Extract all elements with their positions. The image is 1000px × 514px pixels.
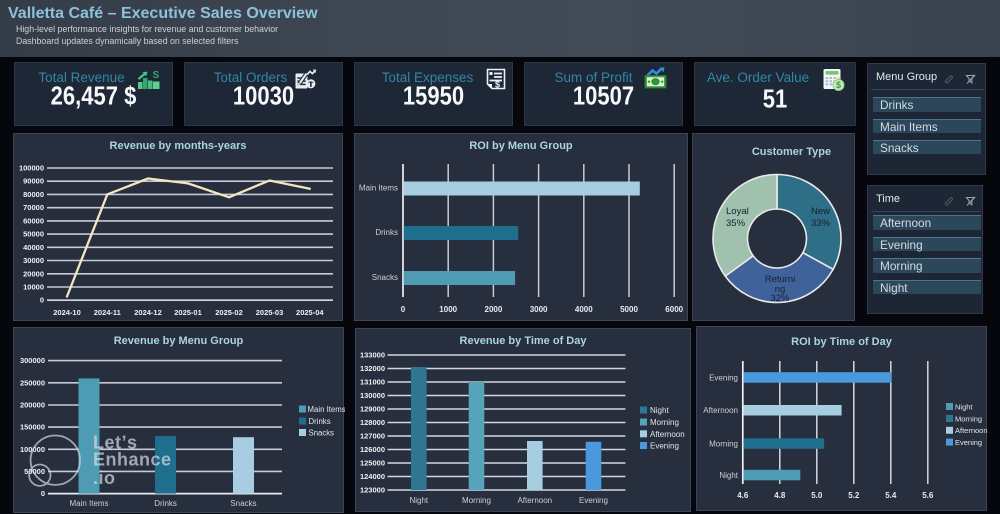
svg-text:2024-10: 2024-10 bbox=[53, 308, 81, 317]
svg-text:129000: 129000 bbox=[360, 405, 385, 414]
svg-text:2025-02: 2025-02 bbox=[215, 308, 243, 317]
svg-text:Snacks: Snacks bbox=[309, 429, 335, 438]
svg-text:131000: 131000 bbox=[360, 378, 385, 387]
svg-text:80000: 80000 bbox=[23, 190, 44, 199]
svg-text:50000: 50000 bbox=[23, 230, 44, 239]
svg-text:50000: 50000 bbox=[24, 467, 45, 476]
svg-text:35%: 35% bbox=[726, 218, 746, 229]
svg-text:4000: 4000 bbox=[575, 305, 593, 314]
svg-text:Drinks: Drinks bbox=[154, 499, 177, 508]
svg-text:250000: 250000 bbox=[20, 378, 45, 387]
svg-text:132000: 132000 bbox=[360, 364, 385, 373]
svg-text:Morning: Morning bbox=[650, 418, 679, 427]
svg-text:90000: 90000 bbox=[23, 177, 44, 186]
svg-text:Drinks: Drinks bbox=[309, 417, 331, 426]
svg-text:5000: 5000 bbox=[620, 305, 638, 314]
svg-text:Snacks: Snacks bbox=[372, 273, 398, 282]
svg-text:32%: 32% bbox=[770, 293, 790, 304]
svg-text:200000: 200000 bbox=[20, 401, 45, 410]
svg-text:Afternoon: Afternoon bbox=[650, 430, 685, 439]
svg-text:33%: 33% bbox=[811, 218, 831, 229]
svg-text:150000: 150000 bbox=[20, 423, 45, 432]
svg-text:5.6: 5.6 bbox=[922, 491, 934, 500]
svg-text:Evening: Evening bbox=[579, 496, 608, 505]
svg-text:70000: 70000 bbox=[23, 203, 44, 212]
svg-text:Drinks: Drinks bbox=[375, 228, 398, 237]
svg-text:Evening: Evening bbox=[650, 442, 679, 451]
svg-text:$: $ bbox=[836, 80, 841, 90]
svg-text:10000: 10000 bbox=[23, 283, 44, 292]
svg-text:Returni: Returni bbox=[765, 274, 796, 285]
svg-text:Evening: Evening bbox=[955, 438, 982, 447]
svg-text:20000: 20000 bbox=[23, 269, 44, 278]
svg-text:5.4: 5.4 bbox=[885, 491, 897, 500]
svg-text:2025-01: 2025-01 bbox=[174, 308, 202, 317]
svg-text:127000: 127000 bbox=[360, 432, 385, 441]
svg-text:Afternoon: Afternoon bbox=[703, 406, 738, 415]
svg-text:100000: 100000 bbox=[19, 164, 44, 173]
svg-text:2024-11: 2024-11 bbox=[94, 308, 121, 317]
svg-text:Main Items: Main Items bbox=[308, 405, 346, 414]
svg-text:Evening: Evening bbox=[709, 373, 738, 382]
svg-text:124000: 124000 bbox=[360, 472, 385, 481]
svg-text:Main Items: Main Items bbox=[359, 184, 398, 193]
svg-text:2024-12: 2024-12 bbox=[134, 308, 162, 317]
svg-text:Night: Night bbox=[409, 496, 428, 505]
svg-text:2025-03: 2025-03 bbox=[256, 308, 284, 317]
svg-text:5.0: 5.0 bbox=[811, 491, 823, 500]
svg-text:6000: 6000 bbox=[665, 305, 683, 314]
svg-text:Afternoon: Afternoon bbox=[955, 426, 988, 435]
svg-text:4.6: 4.6 bbox=[737, 491, 749, 500]
svg-text:Morning: Morning bbox=[709, 439, 738, 448]
svg-text:Letʼs: Letʼs bbox=[93, 433, 138, 453]
svg-text:Night: Night bbox=[650, 406, 669, 415]
svg-text:Afternoon: Afternoon bbox=[517, 496, 552, 505]
svg-text:0: 0 bbox=[401, 305, 406, 314]
svg-text:5.2: 5.2 bbox=[848, 491, 860, 500]
svg-text:128000: 128000 bbox=[360, 418, 385, 427]
svg-text:Night: Night bbox=[955, 402, 973, 411]
svg-text:300000: 300000 bbox=[20, 356, 45, 365]
svg-text:Loyal: Loyal bbox=[726, 206, 749, 217]
svg-text:30000: 30000 bbox=[23, 256, 44, 265]
svg-text:1000: 1000 bbox=[439, 305, 457, 314]
svg-text:New: New bbox=[811, 206, 830, 217]
svg-text:Night: Night bbox=[719, 471, 738, 480]
svg-text:126000: 126000 bbox=[360, 445, 385, 454]
svg-text:3000: 3000 bbox=[530, 305, 548, 314]
svg-text:0: 0 bbox=[40, 296, 44, 305]
svg-text:133000: 133000 bbox=[360, 351, 385, 360]
svg-text:ng: ng bbox=[775, 284, 786, 295]
svg-text:S: S bbox=[153, 70, 160, 81]
svg-text:60000: 60000 bbox=[23, 216, 44, 225]
svg-text:Morning: Morning bbox=[462, 496, 491, 505]
svg-text:.io: .io bbox=[93, 468, 116, 488]
svg-text:$: $ bbox=[495, 80, 500, 90]
svg-text:0: 0 bbox=[41, 489, 45, 498]
svg-text:Morning: Morning bbox=[955, 414, 982, 423]
svg-text:4.8: 4.8 bbox=[774, 491, 786, 500]
svg-text:2000: 2000 bbox=[485, 305, 503, 314]
svg-text:125000: 125000 bbox=[360, 459, 385, 468]
svg-text:Enhance: Enhance bbox=[93, 450, 172, 470]
svg-text:40000: 40000 bbox=[23, 243, 44, 252]
svg-text:2025-04: 2025-04 bbox=[296, 308, 324, 317]
svg-text:Main Items: Main Items bbox=[69, 499, 108, 508]
svg-text:130000: 130000 bbox=[360, 391, 385, 400]
svg-text:123000: 123000 bbox=[360, 486, 385, 495]
svg-text:Snacks: Snacks bbox=[230, 499, 256, 508]
